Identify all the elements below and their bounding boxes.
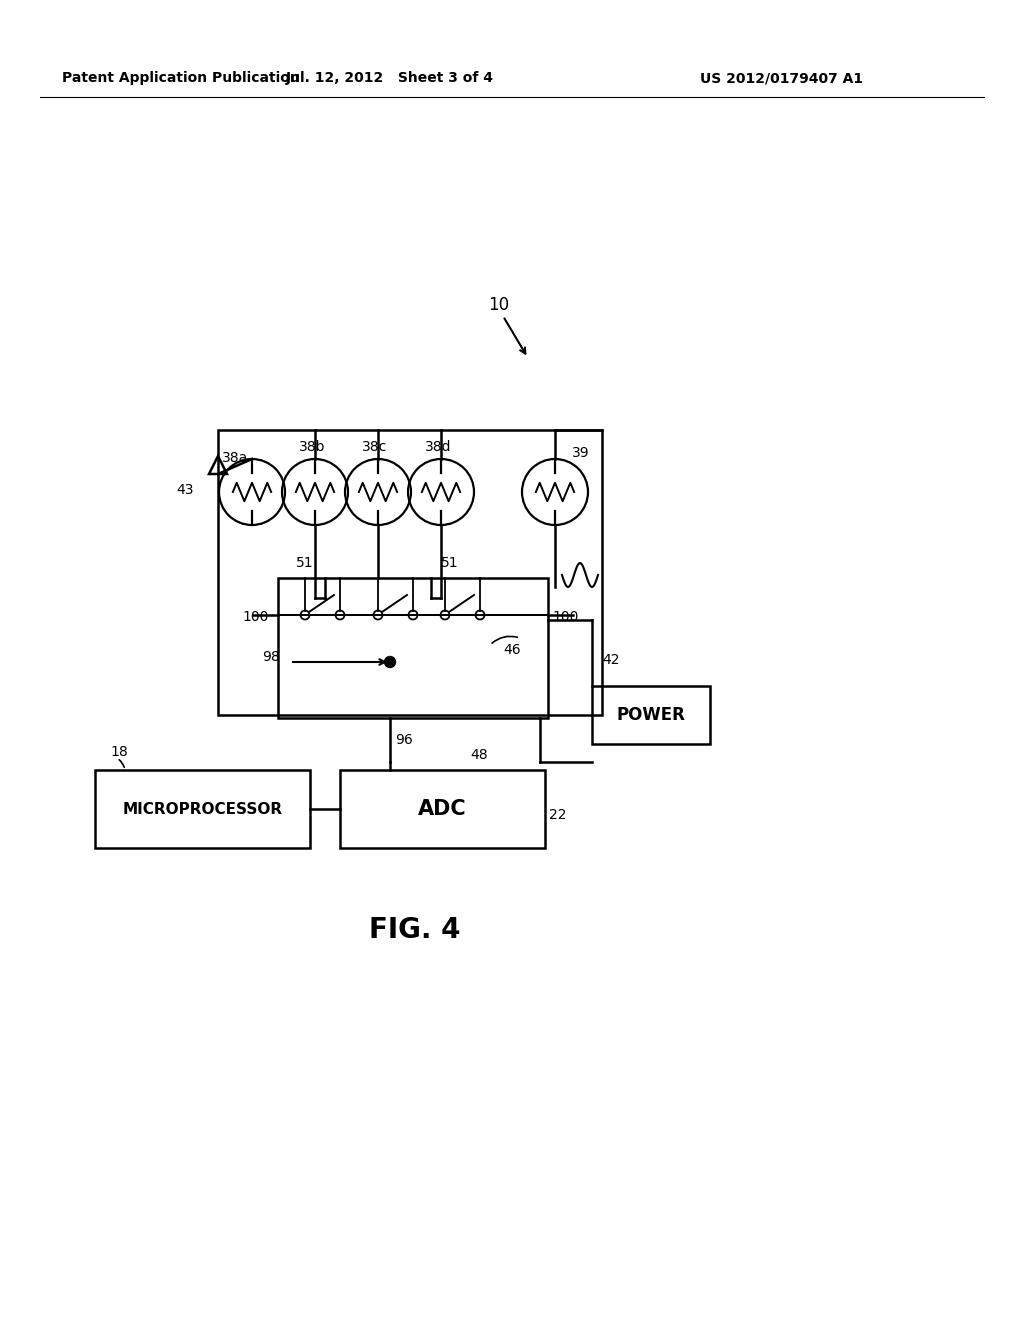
Text: 38b: 38b <box>299 440 326 454</box>
Text: Patent Application Publication: Patent Application Publication <box>62 71 300 84</box>
Text: 39: 39 <box>572 446 590 459</box>
Text: 43: 43 <box>176 483 194 498</box>
Text: US 2012/0179407 A1: US 2012/0179407 A1 <box>700 71 863 84</box>
Text: 98: 98 <box>262 649 280 664</box>
Text: MICROPROCESSOR: MICROPROCESSOR <box>123 801 283 817</box>
Bar <box>95 770 310 847</box>
Text: 100: 100 <box>242 610 268 624</box>
Text: 38c: 38c <box>362 440 387 454</box>
Text: Jul. 12, 2012   Sheet 3 of 4: Jul. 12, 2012 Sheet 3 of 4 <box>286 71 494 84</box>
Bar <box>278 578 548 718</box>
Circle shape <box>384 656 395 668</box>
Text: 42: 42 <box>602 653 620 667</box>
Text: 46: 46 <box>503 643 520 657</box>
Text: POWER: POWER <box>616 706 685 723</box>
Text: 38d: 38d <box>425 440 452 454</box>
Text: 38a: 38a <box>222 451 248 465</box>
Text: 48: 48 <box>470 748 487 762</box>
Text: 10: 10 <box>488 296 509 314</box>
Bar <box>592 686 710 744</box>
Text: 96: 96 <box>395 733 413 747</box>
Text: 22: 22 <box>549 808 566 822</box>
Text: 51: 51 <box>441 556 459 570</box>
Text: FIG. 4: FIG. 4 <box>370 916 461 944</box>
Text: 51: 51 <box>296 556 313 570</box>
Text: ADC: ADC <box>418 799 467 818</box>
Text: 100: 100 <box>552 610 579 624</box>
Bar <box>218 430 602 715</box>
Text: 18: 18 <box>110 744 128 759</box>
Bar <box>340 770 545 847</box>
